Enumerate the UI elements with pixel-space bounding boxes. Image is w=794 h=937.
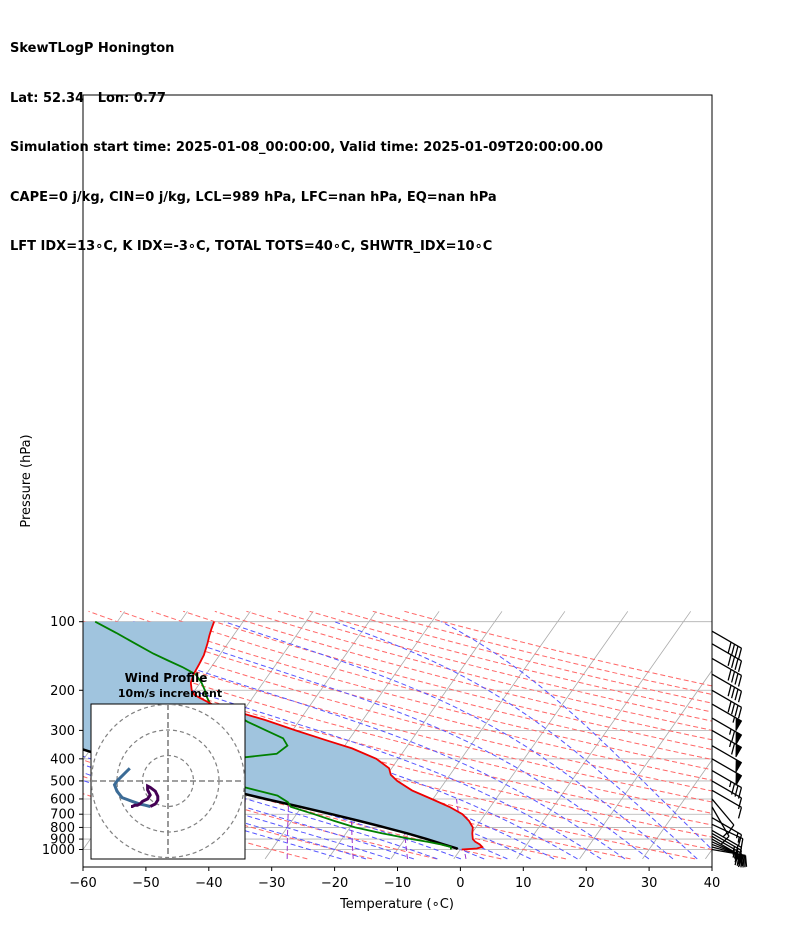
hodograph-upper-level-trace: [131, 783, 160, 808]
moist-adiabat: [133, 621, 650, 860]
dry-adiabat: [214, 610, 712, 741]
moist-adiabat: [83, 746, 438, 860]
y-tick-label: 500: [50, 774, 75, 789]
moist-adiabat: [224, 621, 674, 860]
x-tick-label: −10: [384, 876, 411, 891]
moist-adiabat: [83, 671, 578, 860]
y-tick-label: 800: [50, 821, 75, 836]
dry-adiabat: [119, 610, 712, 771]
x-tick-label: 30: [641, 876, 658, 891]
isotherm-line: [453, 611, 629, 860]
simulation-time: Simulation start time: 2025-01-08_00:00:…: [10, 140, 603, 155]
y-tick-label: 600: [50, 792, 75, 807]
y-tick-label: 1000: [42, 843, 75, 858]
x-tick-label: −60: [69, 876, 96, 891]
wind-barb: [711, 832, 743, 862]
hodograph-title: Wind Profile: [125, 671, 208, 685]
parcel-profile-line: [83, 748, 459, 851]
wind-barb: [711, 798, 735, 835]
stability-indices-1: CAPE=0 j/kg, CIN=0 j/kg, LCL=989 hPa, LF…: [10, 189, 497, 205]
x-axis-ticks: −60 −50 −40 −30 −20 −10 0 10 20 30 40: [69, 867, 720, 891]
station-location: Lat: 52.34 Lon: 0.77: [10, 90, 166, 106]
isotherm-line: [642, 759, 712, 860]
dry-adiabat: [83, 645, 712, 814]
y-tick-label: 200: [50, 684, 75, 699]
moist-adiabat: [334, 621, 698, 860]
hodograph-subtitle: 10m/s increment: [118, 687, 222, 700]
hodograph-trace: [112, 767, 160, 808]
dewpoint-line: [94, 620, 452, 850]
wind-barb: [711, 758, 743, 786]
y-tick-label: 100: [50, 615, 75, 630]
y-tick-label: 700: [50, 808, 75, 823]
dry-adiabat: [277, 610, 712, 722]
stability-indices-2: LFT IDX=13∘C, K IDX=-3∘C, TOTAL TOTS=40∘…: [10, 239, 493, 254]
x-tick-label: −20: [321, 876, 348, 891]
mixing-ratio-line: [350, 799, 354, 859]
dry-adiabat: [83, 776, 373, 860]
wind-barb: [711, 673, 743, 703]
isotherm-line: [516, 611, 692, 860]
y-tick-label: 300: [50, 724, 75, 739]
mixing-ratio-line: [286, 798, 290, 859]
wind-barb: [711, 745, 743, 773]
wind-barb: [711, 657, 743, 687]
x-tick-label: −30: [258, 876, 285, 891]
cape-cin-shading: [83, 621, 483, 850]
wind-barbs: [711, 630, 748, 868]
wind-barb: [711, 717, 743, 745]
wind-barb: [711, 780, 743, 810]
wind-barb: [711, 689, 743, 719]
station-title: SkewTLogP Honington: [10, 41, 175, 56]
wind-barb: [711, 789, 743, 819]
y-axis-label: Pressure (hPa): [19, 434, 34, 527]
isotherm-line: [264, 611, 440, 860]
dry-adiabat: [88, 610, 712, 781]
chart-header: SkewTLogP Honington Lat: 52.34 Lon: 0.77…: [10, 8, 603, 272]
x-tick-label: −40: [195, 876, 222, 891]
wind-barb: [711, 817, 743, 846]
x-tick-label: −50: [132, 876, 159, 891]
isotherm-line: [579, 669, 712, 860]
wind-barb: [711, 643, 743, 672]
x-tick-label: 40: [704, 876, 721, 891]
y-tick-label: 900: [50, 833, 75, 848]
x-tick-label: 10: [515, 876, 532, 891]
wind-barb: [711, 703, 743, 731]
temperature-line: [189, 621, 485, 851]
x-tick-label: 0: [456, 876, 464, 891]
moist-adiabat: [441, 621, 712, 851]
wind-barb: [711, 630, 743, 660]
chart-data-lines: [83, 620, 485, 851]
hodograph-inset: Wind Profile 10m/s increment: [90, 671, 246, 860]
moist-adiabat: [83, 652, 602, 860]
y-tick-label: 400: [50, 752, 75, 767]
wind-barb: [711, 806, 730, 845]
x-tick-label: 20: [578, 876, 595, 891]
dry-adiabat: [83, 632, 712, 803]
hodograph-low-level-trace: [112, 767, 151, 808]
x-axis-label: Temperature (∘C): [339, 897, 454, 912]
isotherm-line: [768, 611, 794, 859]
hodograph-grid: [91, 704, 245, 859]
dry-adiabat: [183, 610, 712, 751]
dry-adiabat: [83, 698, 696, 860]
moist-adiabat: [83, 629, 626, 860]
